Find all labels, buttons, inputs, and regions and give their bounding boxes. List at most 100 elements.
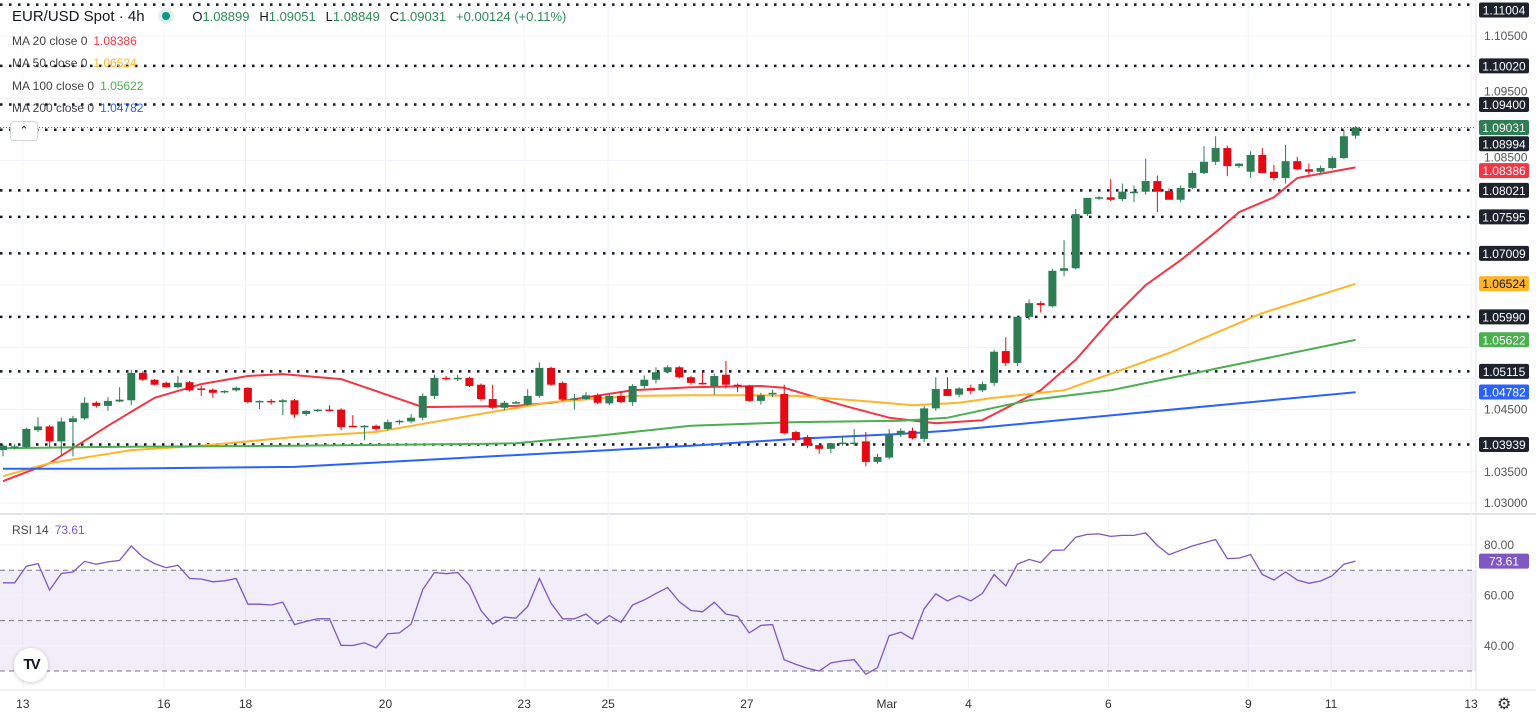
candle-body bbox=[138, 372, 147, 380]
candle bbox=[337, 408, 346, 431]
price-tick-label: 1.03000 bbox=[1484, 496, 1528, 510]
level-price-label-bg bbox=[1479, 58, 1529, 74]
candle bbox=[465, 376, 474, 388]
candle bbox=[955, 387, 964, 398]
candle bbox=[768, 389, 777, 398]
candle-body bbox=[325, 409, 334, 412]
candle bbox=[850, 428, 859, 446]
candle bbox=[791, 430, 800, 443]
candle bbox=[255, 400, 264, 409]
candle-body bbox=[162, 382, 171, 388]
candle-body bbox=[1199, 161, 1208, 173]
level-price-label: 1.07595 bbox=[1482, 210, 1526, 224]
candle-body bbox=[290, 400, 299, 415]
candle-body bbox=[453, 377, 462, 380]
candle-body bbox=[1013, 316, 1022, 363]
ma100-legend[interactable]: MA 100 close 0 1.05622 bbox=[12, 79, 144, 93]
candle bbox=[430, 374, 439, 400]
symbol-title[interactable]: EUR/USD Spot · 4h bbox=[12, 8, 145, 25]
candle-body bbox=[150, 379, 159, 385]
candle bbox=[220, 390, 229, 394]
candle-body bbox=[1025, 303, 1034, 317]
ma20-legend[interactable]: MA 20 close 0 1.08386 bbox=[12, 34, 137, 48]
candle bbox=[582, 392, 590, 401]
rsi-tick-label: 60.00 bbox=[1484, 588, 1514, 602]
candle bbox=[756, 392, 765, 405]
candle bbox=[348, 415, 357, 428]
candle bbox=[547, 366, 556, 386]
candle bbox=[197, 385, 206, 396]
candle-body bbox=[1293, 161, 1302, 170]
candle bbox=[593, 393, 602, 405]
level-price-label: 1.10020 bbox=[1482, 59, 1526, 73]
candle-body bbox=[768, 392, 777, 395]
candle bbox=[1269, 164, 1278, 181]
candle bbox=[1071, 209, 1080, 270]
candle bbox=[313, 408, 322, 413]
low-value: L1.08849 bbox=[325, 9, 380, 24]
high-value: H1.09051 bbox=[259, 9, 316, 24]
time-tick-label: 13 bbox=[1464, 697, 1478, 711]
candle-body bbox=[1188, 172, 1197, 188]
candle-body bbox=[232, 387, 241, 391]
rsi-legend[interactable]: RSI 14 73.61 bbox=[12, 523, 85, 537]
candle-body bbox=[1130, 191, 1139, 194]
candle-body bbox=[791, 432, 800, 441]
candle-body bbox=[966, 387, 975, 391]
candle-body bbox=[1060, 268, 1069, 271]
candle bbox=[150, 379, 159, 386]
candle bbox=[640, 375, 649, 389]
candle bbox=[1188, 170, 1197, 190]
candle-body bbox=[68, 418, 77, 423]
candle bbox=[453, 374, 462, 381]
candle-body bbox=[628, 385, 637, 403]
candle-body bbox=[1234, 163, 1243, 167]
candle bbox=[92, 400, 101, 408]
candle-body bbox=[733, 384, 742, 387]
candle bbox=[267, 399, 276, 405]
settings-gear-icon[interactable]: ⚙ bbox=[1497, 696, 1512, 713]
candle bbox=[1083, 197, 1092, 216]
candle-body bbox=[512, 402, 521, 404]
candle bbox=[1165, 188, 1173, 200]
indicator-price-label-bg bbox=[1479, 163, 1529, 179]
candle bbox=[1013, 315, 1022, 367]
candle bbox=[1351, 126, 1360, 139]
candle bbox=[290, 399, 299, 418]
candle-body bbox=[22, 428, 31, 447]
candle bbox=[663, 365, 672, 374]
candle bbox=[570, 394, 579, 410]
candle-body bbox=[10, 446, 19, 448]
candle bbox=[22, 427, 31, 449]
level-price-label-bg bbox=[1479, 437, 1529, 453]
ma50-legend[interactable]: MA 50 close 0 1.06524 bbox=[12, 56, 137, 70]
candle bbox=[488, 384, 497, 409]
level-price-label: 1.07009 bbox=[1482, 247, 1526, 261]
price-tick-label: 1.09500 bbox=[1484, 84, 1528, 98]
candle bbox=[1223, 145, 1232, 177]
change-value: +0.00124 (+0.11%) bbox=[456, 9, 567, 24]
tradingview-logo[interactable]: TV bbox=[14, 648, 48, 682]
ma200-legend[interactable]: MA 200 close 0 1.04782 bbox=[12, 101, 144, 115]
candle-body bbox=[395, 420, 404, 423]
price-tick-label: 1.10500 bbox=[1484, 29, 1528, 43]
candle bbox=[558, 381, 567, 401]
collapse-legend-button[interactable]: ⌃ bbox=[10, 121, 38, 141]
level-price-label: 1.05115 bbox=[1483, 365, 1526, 379]
candle bbox=[675, 366, 684, 379]
market-open-dot-icon bbox=[158, 8, 175, 24]
candle-body bbox=[547, 367, 556, 385]
time-tick-label: 9 bbox=[1245, 697, 1252, 711]
level-price-label: 1.08021 bbox=[1482, 184, 1526, 198]
indicator-price-label: 1.05622 bbox=[1482, 333, 1526, 347]
candle bbox=[1328, 156, 1337, 170]
level-price-label-bg bbox=[1479, 2, 1529, 18]
candle-body bbox=[721, 374, 730, 385]
indicator-price-label: 1.06524 bbox=[1482, 277, 1526, 291]
candle-body bbox=[756, 395, 765, 401]
indicator-price-label-bg bbox=[1479, 384, 1529, 400]
candle-body bbox=[1141, 181, 1150, 192]
candle bbox=[628, 384, 637, 406]
candle bbox=[173, 375, 182, 389]
